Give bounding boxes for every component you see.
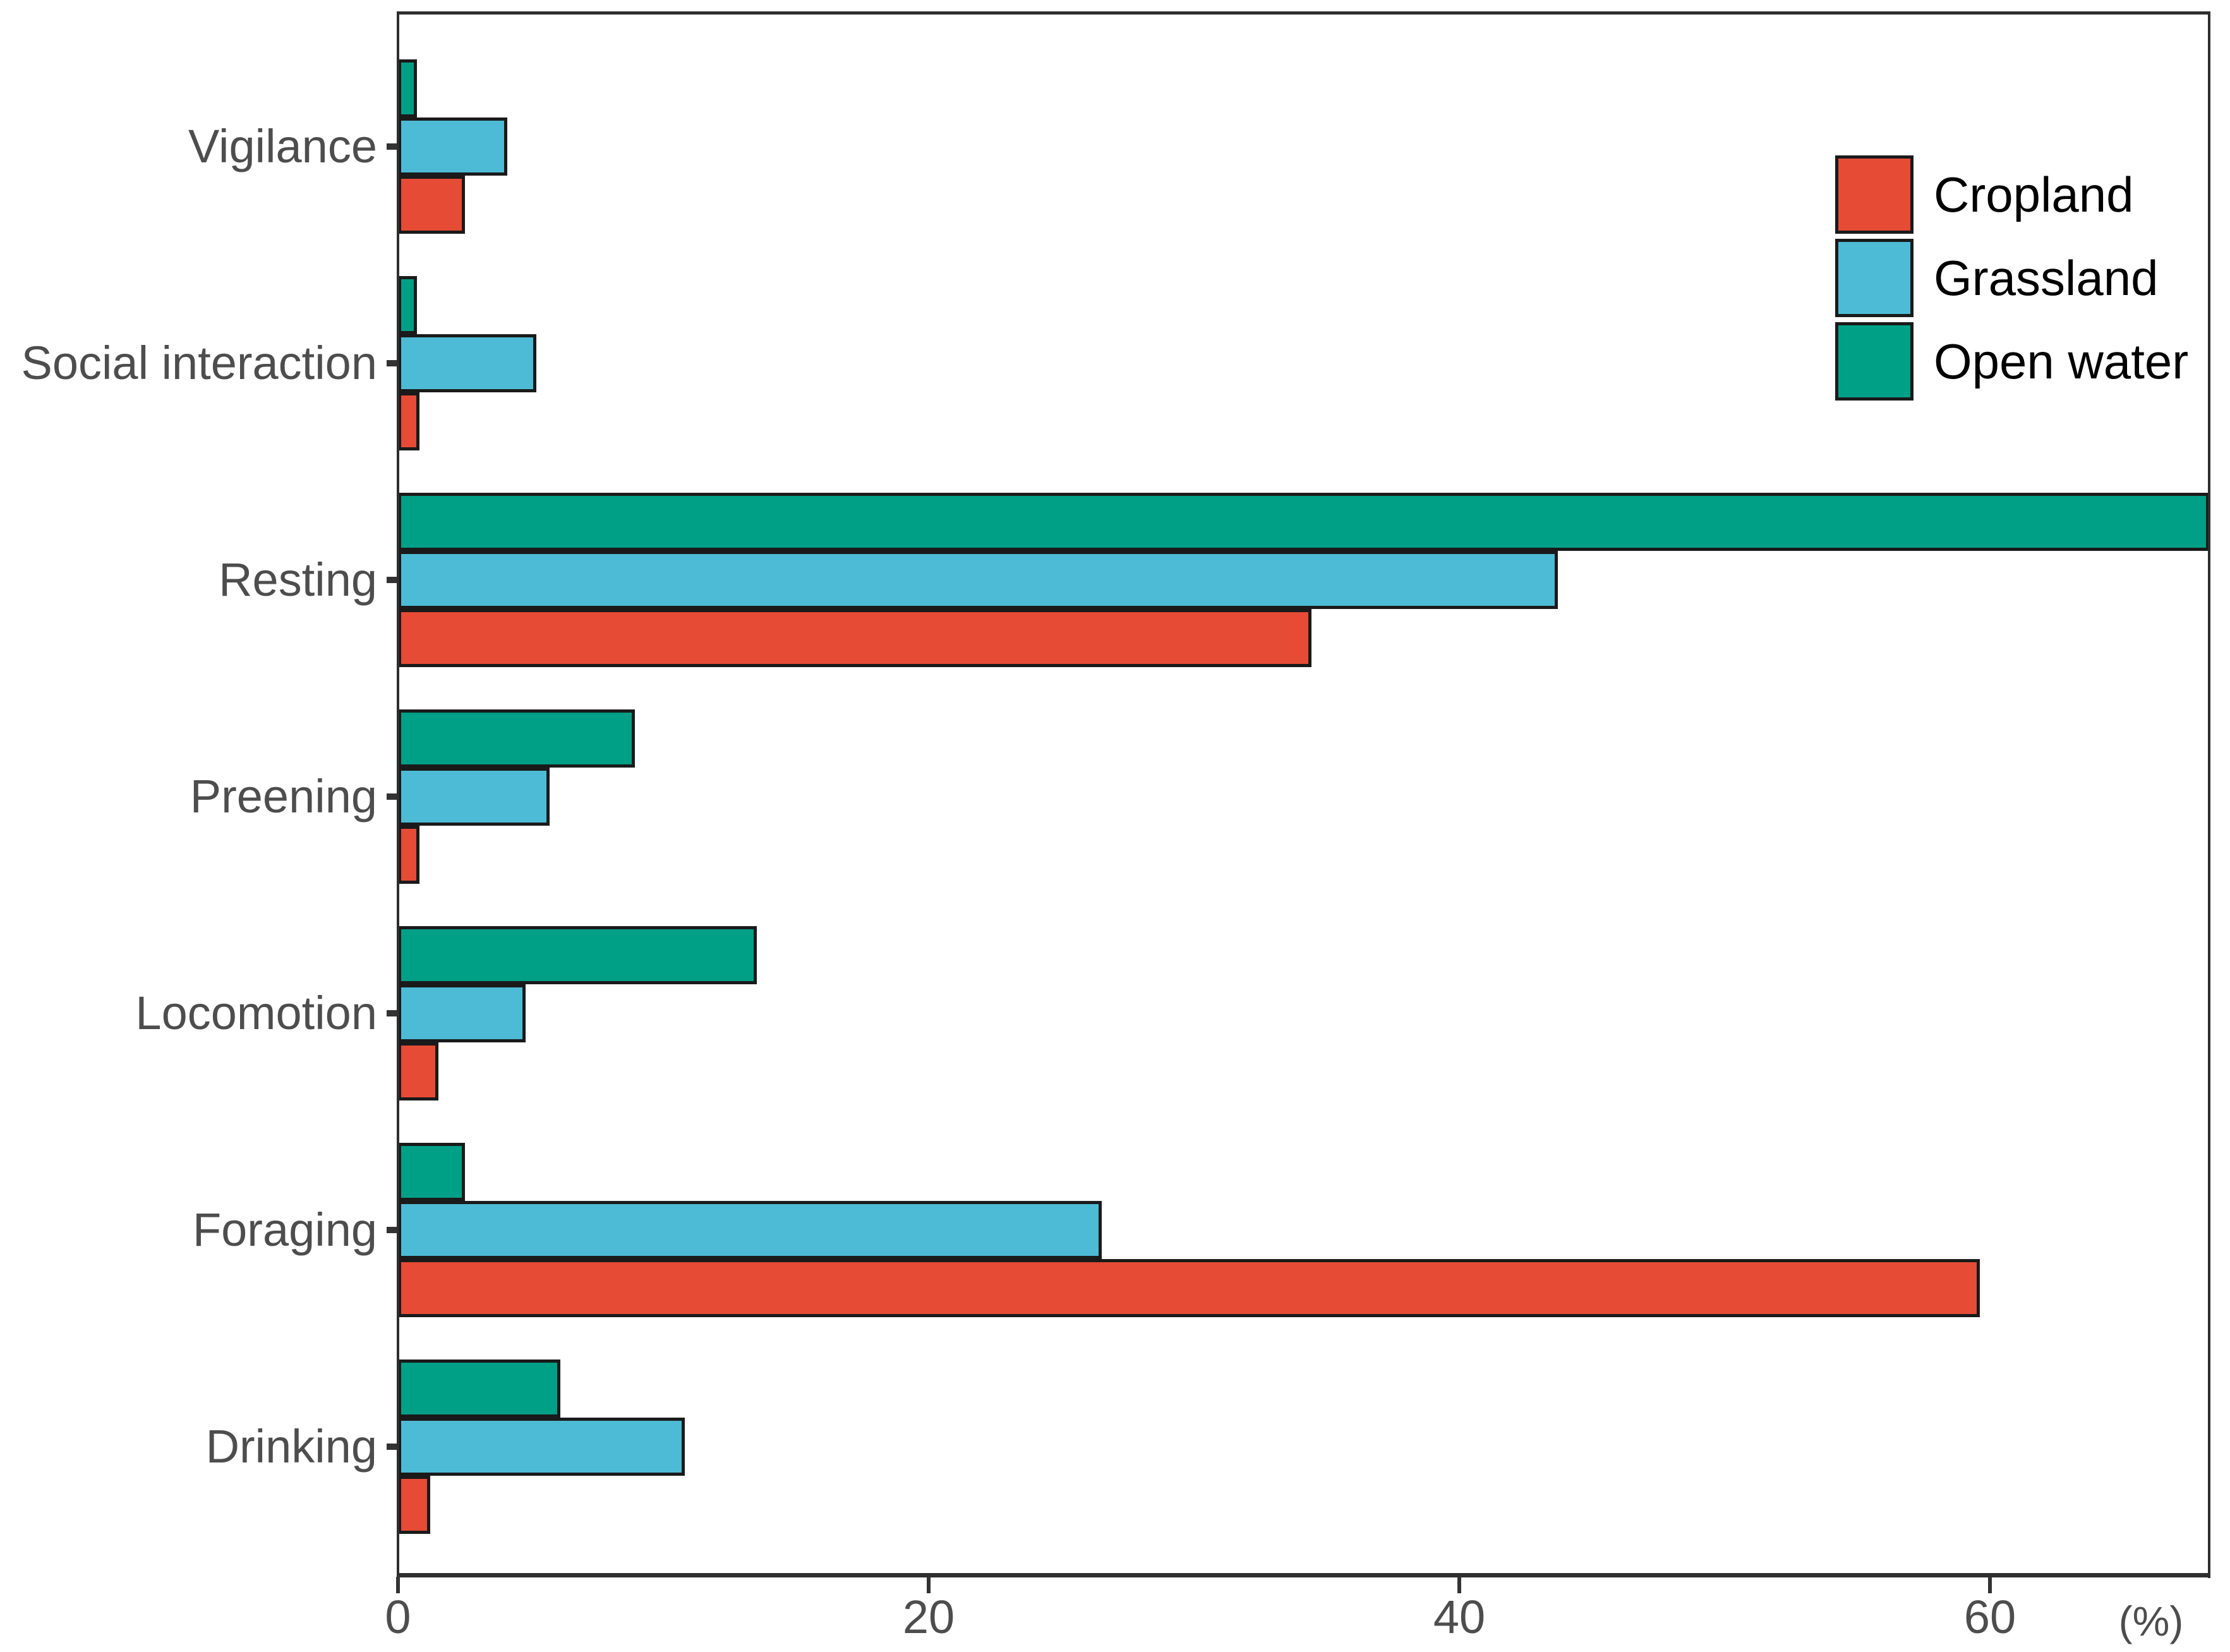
x-tick-label-40: 40	[1433, 1591, 1486, 1643]
y-tick-social-interaction	[387, 360, 398, 366]
category-label-social-interaction: Social interaction	[21, 337, 377, 389]
legend-item-cropland: Cropland	[1835, 155, 2188, 234]
bar-open-water-social-interaction	[398, 276, 417, 334]
bar-cropland-social-interaction	[398, 392, 419, 450]
x-tick-20	[927, 1577, 931, 1593]
x-tick-label-20: 20	[902, 1591, 955, 1643]
legend-label-cropland: Cropland	[1934, 166, 2134, 222]
x-tick-40	[1457, 1577, 1461, 1593]
category-label-foraging: Foraging	[192, 1203, 377, 1256]
bar-grassland-vigilance	[398, 118, 507, 176]
x-tick-60	[1988, 1577, 1992, 1593]
bar-open-water-preening	[398, 709, 635, 768]
y-tick-vigilance	[387, 143, 398, 150]
x-tick-label-0: 0	[385, 1591, 411, 1643]
bar-grassland-resting	[398, 551, 1558, 609]
legend-item-grassland: Grassland	[1835, 239, 2188, 317]
bar-cropland-locomotion	[398, 1042, 438, 1100]
legend-label-grassland: Grassland	[1934, 250, 2159, 306]
y-tick-locomotion	[387, 1010, 398, 1016]
panel-border-top	[397, 11, 2210, 15]
legend-key-grassland-swatch	[1835, 239, 1914, 317]
bar-grassland-drinking	[398, 1418, 685, 1476]
category-label-preening: Preening	[190, 770, 377, 823]
category-label-resting: Resting	[219, 553, 377, 606]
y-tick-foraging	[387, 1227, 398, 1233]
category-label-drinking: Drinking	[205, 1420, 377, 1473]
category-label-locomotion: Locomotion	[135, 987, 377, 1039]
bar-open-water-vigilance	[398, 59, 417, 118]
panel-border-right	[2208, 11, 2210, 1578]
legend: Cropland Grassland Open water	[1835, 155, 2188, 406]
bar-grassland-locomotion	[398, 984, 526, 1042]
panel-border-left-axis-line	[397, 11, 399, 1578]
x-axis-unit-label: (%)	[2118, 1598, 2184, 1644]
y-tick-resting	[387, 577, 398, 583]
bar-cropland-foraging	[398, 1259, 1980, 1317]
bar-open-water-drinking	[398, 1360, 560, 1418]
category-label-vigilance: Vigilance	[188, 120, 377, 172]
bar-cropland-resting	[398, 609, 1311, 667]
x-tick-label-60: 60	[1963, 1591, 2016, 1643]
bar-open-water-resting	[398, 493, 2209, 551]
bar-grassland-preening	[398, 768, 550, 826]
bar-grassland-foraging	[398, 1201, 1102, 1259]
bar-cropland-vigilance	[398, 176, 465, 234]
x-tick-0	[396, 1577, 400, 1593]
legend-key-open-water-swatch	[1835, 322, 1914, 401]
bar-open-water-foraging	[398, 1143, 465, 1201]
y-tick-drinking	[387, 1444, 398, 1450]
legend-key-cropland-swatch	[1835, 155, 1914, 234]
bar-cropland-drinking	[398, 1476, 430, 1534]
legend-item-open-water: Open water	[1835, 322, 2188, 401]
y-tick-preening	[387, 793, 398, 800]
bar-cropland-preening	[398, 826, 419, 884]
bar-grassland-social-interaction	[398, 334, 536, 392]
legend-label-open-water: Open water	[1934, 333, 2189, 389]
panel-border-bottom	[397, 1573, 2210, 1577]
bar-open-water-locomotion	[398, 926, 757, 984]
